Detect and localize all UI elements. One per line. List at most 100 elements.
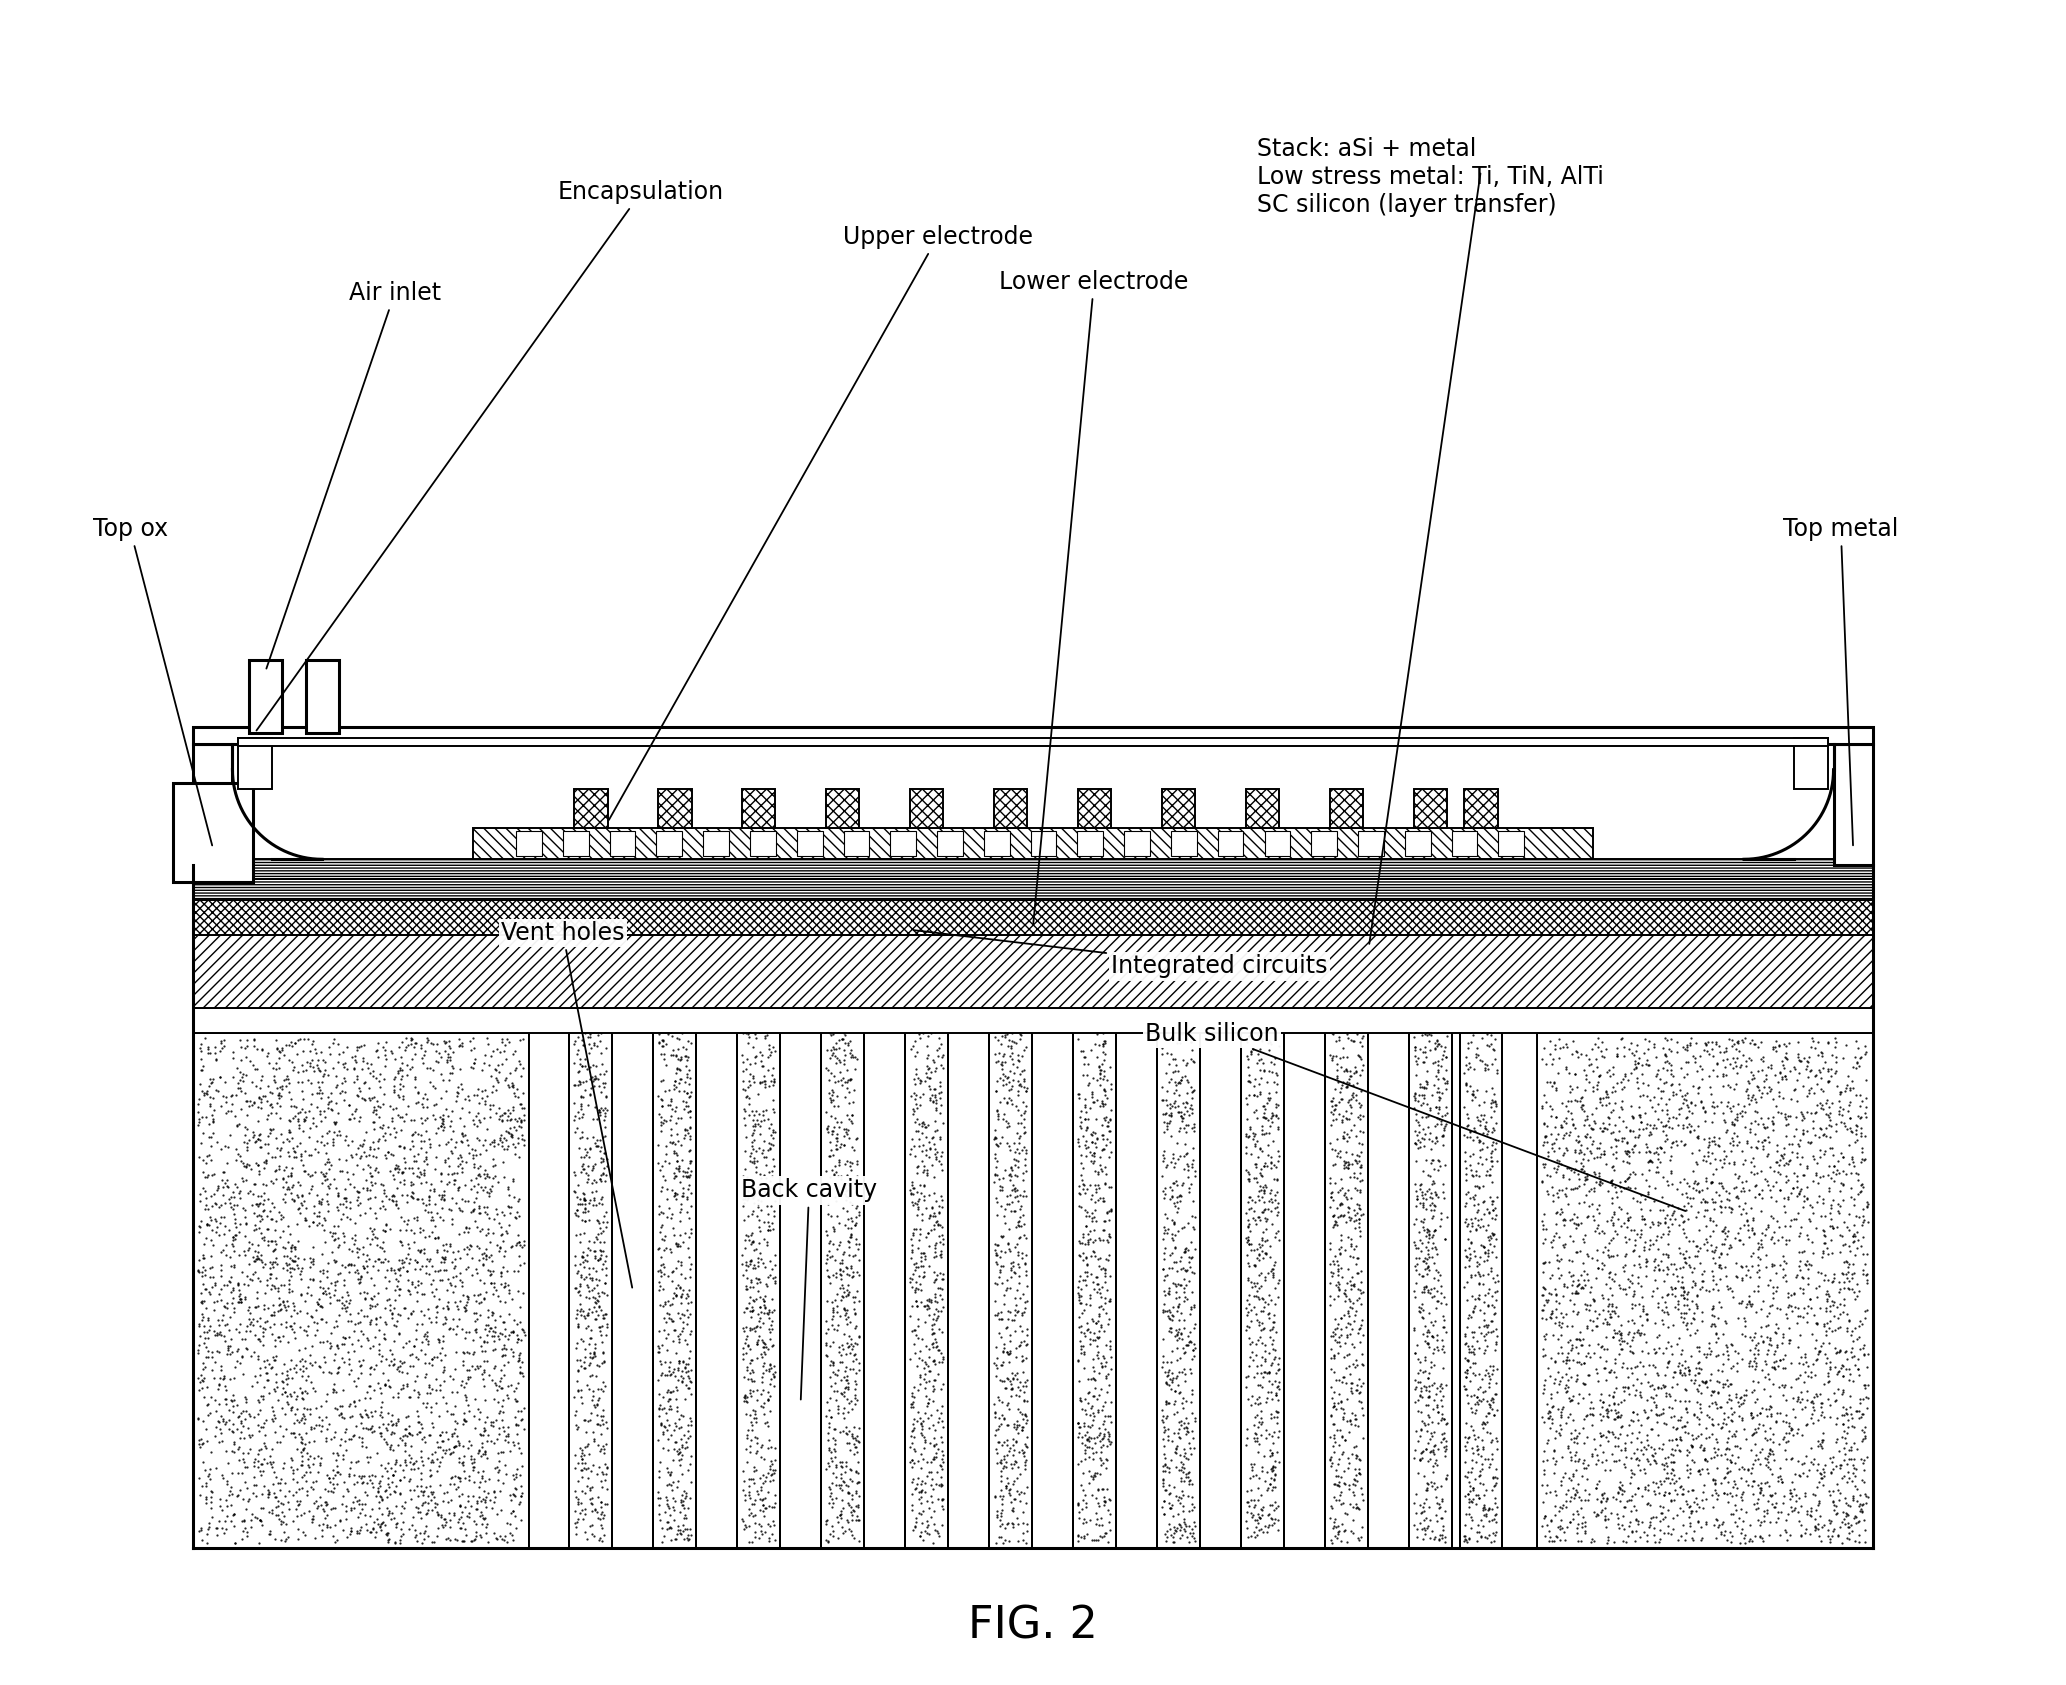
- Bar: [843, 831, 870, 856]
- Bar: [1324, 859, 1368, 880]
- Bar: [990, 935, 1031, 1008]
- Text: Lower electrode: Lower electrode: [1000, 270, 1188, 923]
- Bar: [1074, 1008, 1116, 1549]
- Bar: [909, 789, 944, 827]
- Bar: [742, 789, 775, 827]
- Bar: [1031, 1033, 1074, 1549]
- Bar: [1324, 1008, 1368, 1549]
- Bar: [1074, 859, 1116, 880]
- Bar: [994, 789, 1027, 827]
- Bar: [905, 1008, 948, 1549]
- Bar: [938, 831, 963, 856]
- Bar: [653, 935, 696, 1008]
- Bar: [238, 738, 1828, 746]
- Bar: [738, 1008, 781, 1549]
- Bar: [1324, 900, 1368, 935]
- Bar: [250, 661, 281, 733]
- Bar: [1409, 859, 1452, 880]
- Bar: [653, 1008, 696, 1549]
- Bar: [1324, 1008, 1368, 1549]
- Bar: [657, 789, 692, 827]
- Bar: [990, 880, 1031, 900]
- Text: Top metal: Top metal: [1783, 517, 1899, 846]
- Bar: [1074, 880, 1116, 900]
- Bar: [562, 831, 589, 856]
- Bar: [738, 859, 781, 880]
- Bar: [948, 1033, 990, 1549]
- Bar: [905, 880, 948, 900]
- Bar: [1217, 831, 1244, 856]
- Bar: [822, 1008, 864, 1549]
- Bar: [797, 831, 822, 856]
- Bar: [738, 935, 781, 1008]
- Bar: [1171, 831, 1196, 856]
- Text: Upper electrode: Upper electrode: [609, 226, 1033, 821]
- Bar: [1537, 1033, 1872, 1549]
- Bar: [609, 831, 636, 856]
- Bar: [822, 880, 864, 900]
- Bar: [990, 859, 1031, 880]
- Bar: [1157, 1008, 1200, 1549]
- Text: Top ox: Top ox: [93, 517, 213, 846]
- Text: Stack: aSi + metal
Low stress metal: Ti, TiN, AlTi
SC silicon (layer transfer): Stack: aSi + metal Low stress metal: Ti,…: [1256, 136, 1603, 217]
- Bar: [1409, 1008, 1452, 1549]
- Bar: [1074, 935, 1116, 1008]
- Bar: [653, 900, 696, 935]
- Bar: [473, 827, 1593, 859]
- Bar: [1459, 1008, 1502, 1549]
- Bar: [516, 831, 541, 856]
- Bar: [1465, 789, 1498, 827]
- Bar: [194, 728, 1872, 745]
- Text: Integrated circuits: Integrated circuits: [913, 930, 1328, 979]
- Bar: [570, 1008, 612, 1549]
- Bar: [1833, 745, 1872, 864]
- Bar: [990, 900, 1031, 935]
- Text: FIG. 2: FIG. 2: [969, 1604, 1097, 1648]
- Bar: [905, 859, 948, 880]
- Bar: [1116, 1033, 1157, 1549]
- Bar: [1368, 1033, 1409, 1549]
- Bar: [1452, 831, 1477, 856]
- Bar: [702, 831, 729, 856]
- Bar: [1459, 935, 1502, 1008]
- Bar: [194, 1008, 1872, 1033]
- Bar: [1074, 1008, 1116, 1549]
- Bar: [750, 831, 775, 856]
- Bar: [990, 1008, 1031, 1549]
- Bar: [194, 1033, 529, 1549]
- Bar: [1312, 831, 1337, 856]
- Bar: [194, 859, 1872, 880]
- Bar: [194, 1033, 529, 1549]
- Bar: [1157, 1008, 1200, 1549]
- Bar: [1459, 1008, 1502, 1549]
- Text: Encapsulation: Encapsulation: [256, 180, 725, 731]
- Bar: [657, 831, 682, 856]
- Bar: [238, 738, 271, 789]
- Bar: [1157, 900, 1200, 935]
- Bar: [826, 789, 859, 827]
- Bar: [1537, 1033, 1872, 1549]
- Bar: [822, 900, 864, 935]
- Bar: [194, 745, 233, 864]
- Bar: [1409, 880, 1452, 900]
- Bar: [1331, 789, 1364, 827]
- Bar: [570, 1008, 612, 1549]
- Text: Vent holes: Vent holes: [502, 922, 632, 1287]
- Bar: [570, 935, 612, 1008]
- Bar: [1283, 1033, 1324, 1549]
- Bar: [1452, 1033, 1459, 1549]
- Bar: [1242, 935, 1283, 1008]
- Bar: [1324, 880, 1368, 900]
- Bar: [1157, 859, 1200, 880]
- Bar: [1078, 831, 1103, 856]
- Text: Air inlet: Air inlet: [267, 281, 440, 669]
- Bar: [570, 880, 612, 900]
- Bar: [822, 1008, 864, 1549]
- Bar: [1409, 1008, 1452, 1549]
- Bar: [890, 831, 915, 856]
- Bar: [1405, 831, 1430, 856]
- Bar: [1498, 831, 1525, 856]
- Bar: [1246, 789, 1279, 827]
- Bar: [990, 1008, 1031, 1549]
- Bar: [1502, 1033, 1537, 1549]
